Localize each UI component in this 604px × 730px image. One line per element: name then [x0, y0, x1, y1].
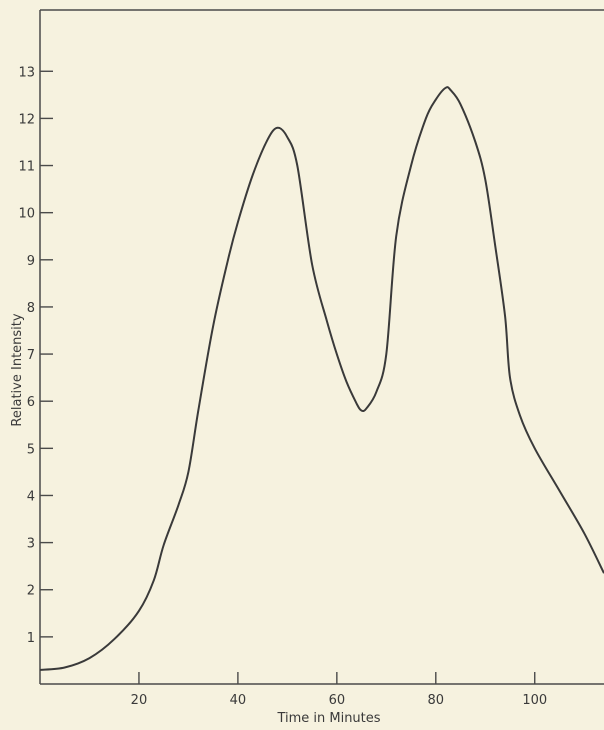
x-tick-label: 20	[131, 693, 148, 708]
y-axis-label: Relative Intensity	[10, 313, 25, 426]
plot-frame	[39, 9, 604, 685]
x-tick-label: 80	[428, 693, 445, 708]
y-tick-label: 10	[18, 207, 35, 222]
y-tick-label: 8	[27, 301, 35, 316]
y-tick-label: 2	[27, 584, 35, 599]
y-tick-label: 5	[27, 442, 35, 457]
series-layer	[39, 86, 604, 671]
y-tick-label: 7	[27, 348, 35, 363]
y-tick-label: 4	[27, 489, 35, 504]
x-axis-label: Time in Minutes	[276, 711, 380, 726]
y-tick-label: 9	[27, 254, 35, 269]
x-axis-ticks: 20 40 60 80 100	[131, 672, 547, 708]
x-tick-label: 100	[522, 693, 547, 708]
y-tick-label: 3	[27, 537, 35, 552]
x-tick-label: 40	[230, 693, 247, 708]
intensity-curve	[39, 86, 604, 671]
y-tick-label: 11	[18, 160, 35, 175]
y-tick-label: 12	[18, 112, 35, 127]
y-tick-label: 1	[27, 631, 35, 646]
y-tick-label: 13	[18, 65, 35, 80]
y-tick-label: 6	[27, 395, 35, 410]
x-tick-label: 60	[329, 693, 346, 708]
